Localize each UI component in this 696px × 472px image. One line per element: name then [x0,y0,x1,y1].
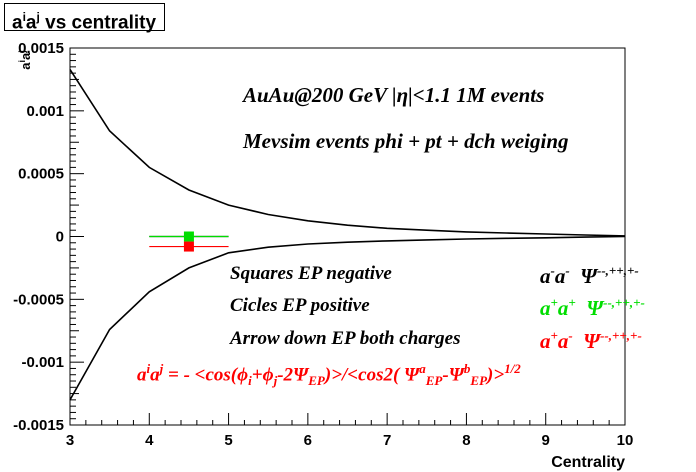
annotation-method: Mevsim events phi + pt + dch weiging [243,129,569,153]
points-group [149,231,229,252]
x-axis-label: Centrality [551,454,625,471]
legend-entry-minus-minus: a-a- Ψ--,++,+- [540,263,639,288]
point-marker [183,241,194,252]
x-tick-label: 7 [383,432,391,449]
x-tick-label: 3 [66,432,74,449]
x-tick-label: 4 [145,432,154,449]
axis-ticks: 3 4 5 6 7 8 9 10 -0.0015 -0.001 -0.0005 0 0.0005 0.00… [13,40,633,449]
series-group [69,68,626,401]
point-marker [183,231,194,242]
chart-title: aiaj vs centrality [4,3,166,33]
y-tick-label: -0.001 [21,354,64,371]
x-tick-label: 5 [224,432,232,449]
annotation-arrow: Arrow down EP both charges [230,328,461,349]
x-tick-label: 9 [542,432,550,449]
legend-entry-plus-minus: a+a- Ψ--,++,+- [540,328,642,353]
annotation-formula: aiaj = - <cos(ϕi+ϕj-2ΨEP)>/<cos2( ΨaEP-Ψ… [137,361,521,389]
series-line-lower [69,235,626,401]
y-tick-label: -0.0015 [13,417,64,434]
x-tick-label: 6 [304,432,312,449]
x-tick-label: 10 [617,432,634,449]
y-tick-label: 0.001 [26,103,64,120]
series-line-upper [69,68,626,237]
y-tick-label: 0.0015 [18,40,64,57]
annotation-squares: Squares EP negative [230,263,392,284]
y-tick-label: -0.0005 [13,291,64,308]
y-tick-label: 0.0005 [18,166,64,183]
legend-entry-plus-plus: a+a+ Ψ--,++,+- [540,295,645,320]
y-axis-label: aiaj [17,50,33,70]
annotation-dataset: AuAu@200 GeV |η|<1.1 1M events [243,83,545,107]
y-tick-label: 0 [56,229,64,246]
annotation-circles: Cicles EP positive [230,295,370,316]
x-tick-label: 8 [462,432,470,449]
